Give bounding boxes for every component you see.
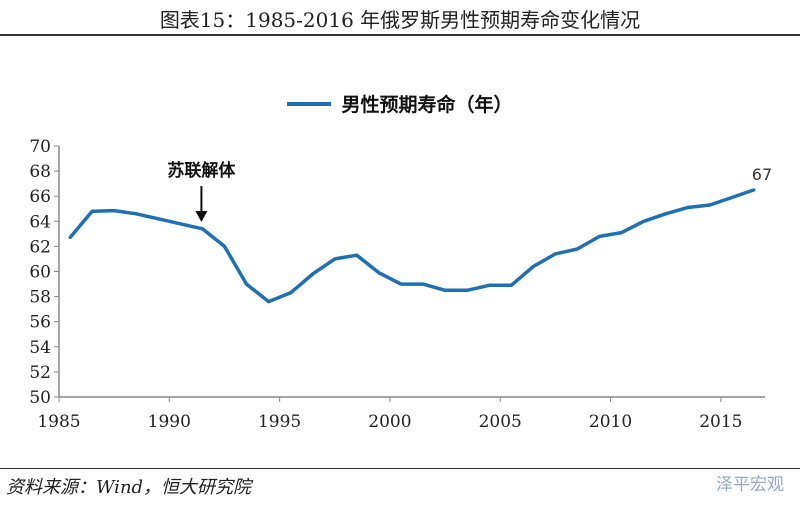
data-point xyxy=(200,227,204,231)
data-point xyxy=(708,203,712,207)
data-point xyxy=(664,212,668,216)
data-point xyxy=(443,288,447,292)
y-tick-label: 52 xyxy=(29,363,51,383)
y-tick-label: 50 xyxy=(29,388,51,408)
data-point xyxy=(686,205,690,209)
y-tick-label: 56 xyxy=(29,313,51,333)
data-point xyxy=(620,231,624,235)
data-point xyxy=(311,272,315,276)
title-divider xyxy=(0,34,800,36)
y-tick-label: 58 xyxy=(29,288,51,308)
data-label-2016: 67 xyxy=(752,165,772,184)
series-line xyxy=(68,188,755,304)
x-tick-label: 2005 xyxy=(479,412,522,432)
y-tick-label: 68 xyxy=(29,162,51,182)
x-tick-label: 1995 xyxy=(258,412,301,432)
source-note: 资料来源：Wind，恒大研究院 xyxy=(6,477,252,498)
x-tick-label: 1990 xyxy=(148,412,191,432)
data-point xyxy=(134,212,138,216)
data-point xyxy=(598,234,602,238)
legend-label: 男性预期寿命（年） xyxy=(341,94,513,116)
x-tick-label: 1985 xyxy=(37,412,80,432)
data-point xyxy=(642,219,646,223)
data-point xyxy=(730,195,734,199)
legend-swatch xyxy=(287,101,332,106)
data-point xyxy=(421,282,425,286)
data-point xyxy=(112,209,116,213)
data-point xyxy=(245,282,249,286)
y-tick-label: 54 xyxy=(29,338,51,358)
y-tick-label: 66 xyxy=(29,187,51,207)
data-point xyxy=(289,291,293,295)
annotation-ussr-collapse: 苏联解体 xyxy=(167,160,236,181)
y-tick-label: 64 xyxy=(29,212,51,232)
data-point xyxy=(333,257,337,261)
data-point xyxy=(509,283,513,287)
legend: 男性预期寿命（年） xyxy=(0,90,800,117)
data-point xyxy=(465,288,469,292)
figure-title: 图表15：1985-2016 年俄罗斯男性预期寿命变化情况 xyxy=(159,8,641,32)
data-point xyxy=(355,253,359,257)
data-point xyxy=(222,244,226,248)
arrow-down-icon xyxy=(195,211,208,222)
y-tick-label: 60 xyxy=(29,263,51,283)
data-point xyxy=(752,188,756,192)
data-point xyxy=(156,217,160,221)
data-point xyxy=(553,252,557,256)
data-point xyxy=(90,209,94,213)
data-point xyxy=(575,247,579,251)
data-point xyxy=(531,264,535,268)
watermark: 泽平宏观 xyxy=(716,475,784,495)
data-point xyxy=(178,222,182,226)
data-point xyxy=(399,282,403,286)
footer-divider xyxy=(0,468,800,469)
y-tick-label: 70 xyxy=(29,137,51,157)
x-tick-label: 2010 xyxy=(589,412,632,432)
x-tick-label: 2015 xyxy=(699,412,742,432)
data-point xyxy=(267,300,271,304)
x-tick-label: 2000 xyxy=(368,412,411,432)
data-point xyxy=(487,283,491,287)
data-point xyxy=(68,236,72,240)
y-tick-label: 62 xyxy=(29,237,51,257)
data-point xyxy=(377,271,381,275)
